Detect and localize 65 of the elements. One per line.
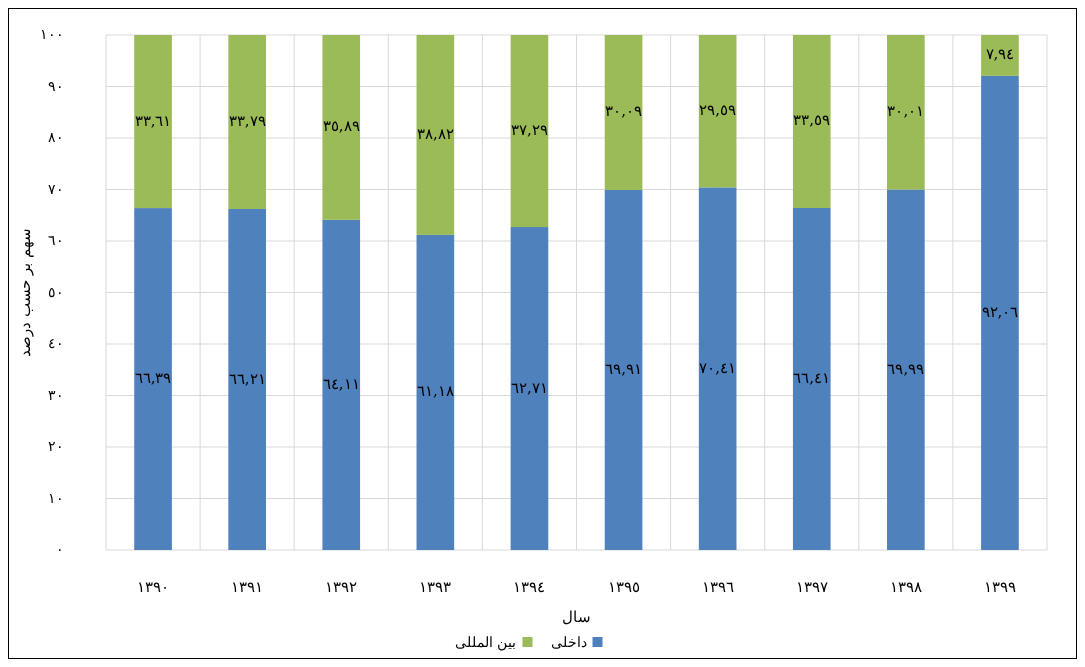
legend-label: داخلی	[550, 634, 587, 650]
bar	[510, 227, 549, 550]
data-label: ٣٠,٠١	[887, 102, 925, 121]
y-tick-label: ٩٠	[48, 77, 64, 94]
bar	[134, 208, 172, 550]
bar	[887, 35, 925, 190]
data-label: ٣٧,٢٩	[511, 121, 548, 140]
y-tick-label: ٤٠	[48, 335, 64, 351]
data-label: ٧,٩٤	[985, 45, 1015, 64]
bar	[981, 75, 1019, 550]
bar	[134, 35, 172, 209]
data-label: ٦٤,١١	[322, 374, 360, 393]
data-label: ٦٦,٤١	[793, 368, 831, 387]
data-label: ٩٢,٠٦	[981, 302, 1019, 321]
y-tick-label: ٥٠	[48, 283, 64, 300]
data-label: ٣٨,٨٢	[416, 124, 454, 143]
data-label: ٣٥,٨٩	[322, 117, 360, 136]
data-label: ٣٠,٠٩	[605, 102, 642, 121]
x-tick-label: ١٣٩٧	[795, 578, 828, 596]
x-tick-label: ١٣٩١	[231, 578, 264, 596]
y-axis-title: سهم بر حسب درصد	[16, 228, 34, 357]
data-label: ٢٩,٥٩	[699, 101, 737, 120]
bar	[322, 219, 361, 550]
x-tick-label: ١٣٩٠	[137, 578, 170, 596]
data-label: ٦٢,٧١	[511, 378, 548, 397]
bar	[792, 35, 831, 208]
x-tick-label: ١٣٩٢	[325, 578, 358, 596]
x-tick-label: ١٣٩٩	[983, 578, 1016, 596]
y-tick-label: ٨٠	[48, 129, 64, 145]
bar	[416, 234, 455, 550]
bar	[604, 189, 643, 550]
y-tick-label: ٢٠	[48, 438, 64, 454]
x-axis-title: سال	[562, 608, 591, 626]
bar	[698, 35, 737, 188]
x-tick-label: ١٣٩٨	[889, 578, 922, 596]
bar	[228, 209, 266, 550]
bar	[416, 35, 455, 235]
x-tick-label: ١٣٩٥	[607, 578, 640, 596]
data-label: ٣٣,٥٩	[793, 111, 831, 130]
data-label: ٣٣,٧٩	[228, 112, 266, 131]
bar	[322, 35, 361, 220]
bar	[228, 35, 266, 210]
y-tick-label: ١٠٠	[40, 26, 64, 42]
bar	[604, 35, 643, 190]
x-tick-label: ١٣٩٣	[419, 578, 452, 596]
data-label: ٦٩,٩١	[605, 359, 642, 378]
y-tick-label: ٣٠	[48, 386, 64, 403]
y-tick-label: ٠	[56, 541, 64, 557]
data-label: ٦٩,٩٩	[887, 359, 925, 378]
data-label: ٦٦,٣٩	[134, 369, 172, 388]
bar	[510, 35, 549, 228]
y-tick-label: ١٠	[48, 489, 64, 506]
legend-label: بین المللی	[455, 634, 517, 651]
bar	[981, 35, 1019, 76]
bar	[792, 207, 831, 550]
y-tick-label: ٦٠	[48, 232, 64, 248]
bar	[698, 187, 737, 550]
data-label: ٦٦,٢١	[228, 369, 266, 388]
x-tick-label: ١٣٩٦	[701, 578, 734, 596]
data-label: ٧٠,٤١	[699, 358, 737, 377]
y-tick-label: ٧٠	[48, 180, 64, 197]
bar	[887, 189, 925, 550]
data-label: ٦١,١٨	[416, 382, 454, 401]
data-label: ٣٣,٦١	[134, 111, 172, 130]
x-tick-label: ١٣٩٤	[513, 578, 546, 596]
